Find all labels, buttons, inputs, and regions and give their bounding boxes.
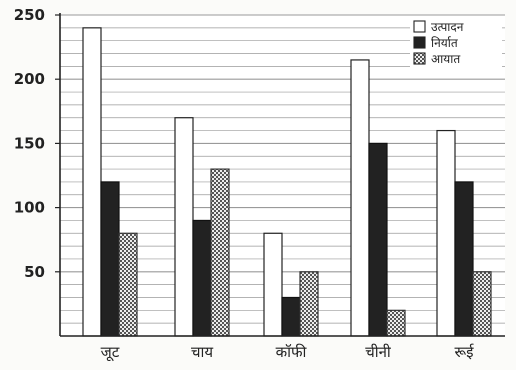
y-tick-label: 250	[14, 6, 45, 24]
bar	[281, 296, 301, 337]
legend-swatch	[413, 20, 426, 33]
bar	[454, 181, 474, 337]
bar	[472, 271, 492, 337]
bars	[82, 27, 492, 337]
x-tick-label: रूई	[454, 343, 474, 361]
x-tick-label: चीनी	[365, 343, 392, 361]
legend: उत्पादन निर्यात आयात	[410, 18, 502, 78]
bar	[192, 219, 212, 337]
bar	[368, 142, 388, 337]
bar	[386, 309, 406, 337]
legend-swatch	[413, 36, 426, 49]
y-tick-label: 50	[24, 263, 45, 281]
x-tick-label: चाय	[191, 343, 213, 361]
x-tick-label: कॉफी	[276, 343, 308, 361]
bar	[100, 181, 120, 337]
bar	[436, 129, 456, 337]
legend-label: आयात	[431, 52, 461, 66]
y-tick-label: 200	[14, 70, 45, 88]
bar	[82, 27, 102, 337]
bar	[350, 59, 370, 337]
legend-label: उत्पादन	[431, 20, 464, 34]
bar	[263, 232, 283, 337]
legend-label: निर्यात	[431, 36, 459, 50]
bar	[299, 271, 319, 337]
bar	[210, 168, 230, 337]
bar	[174, 117, 194, 337]
bar	[118, 232, 138, 337]
legend-swatch	[413, 52, 426, 65]
y-tick-label: 100	[14, 199, 45, 217]
axes: जूट चाय कॉफी चीनी रूई 50 100 150 200 250	[14, 6, 505, 362]
y-tick-label: 150	[14, 134, 45, 152]
x-tick-label: जूट	[101, 343, 120, 362]
